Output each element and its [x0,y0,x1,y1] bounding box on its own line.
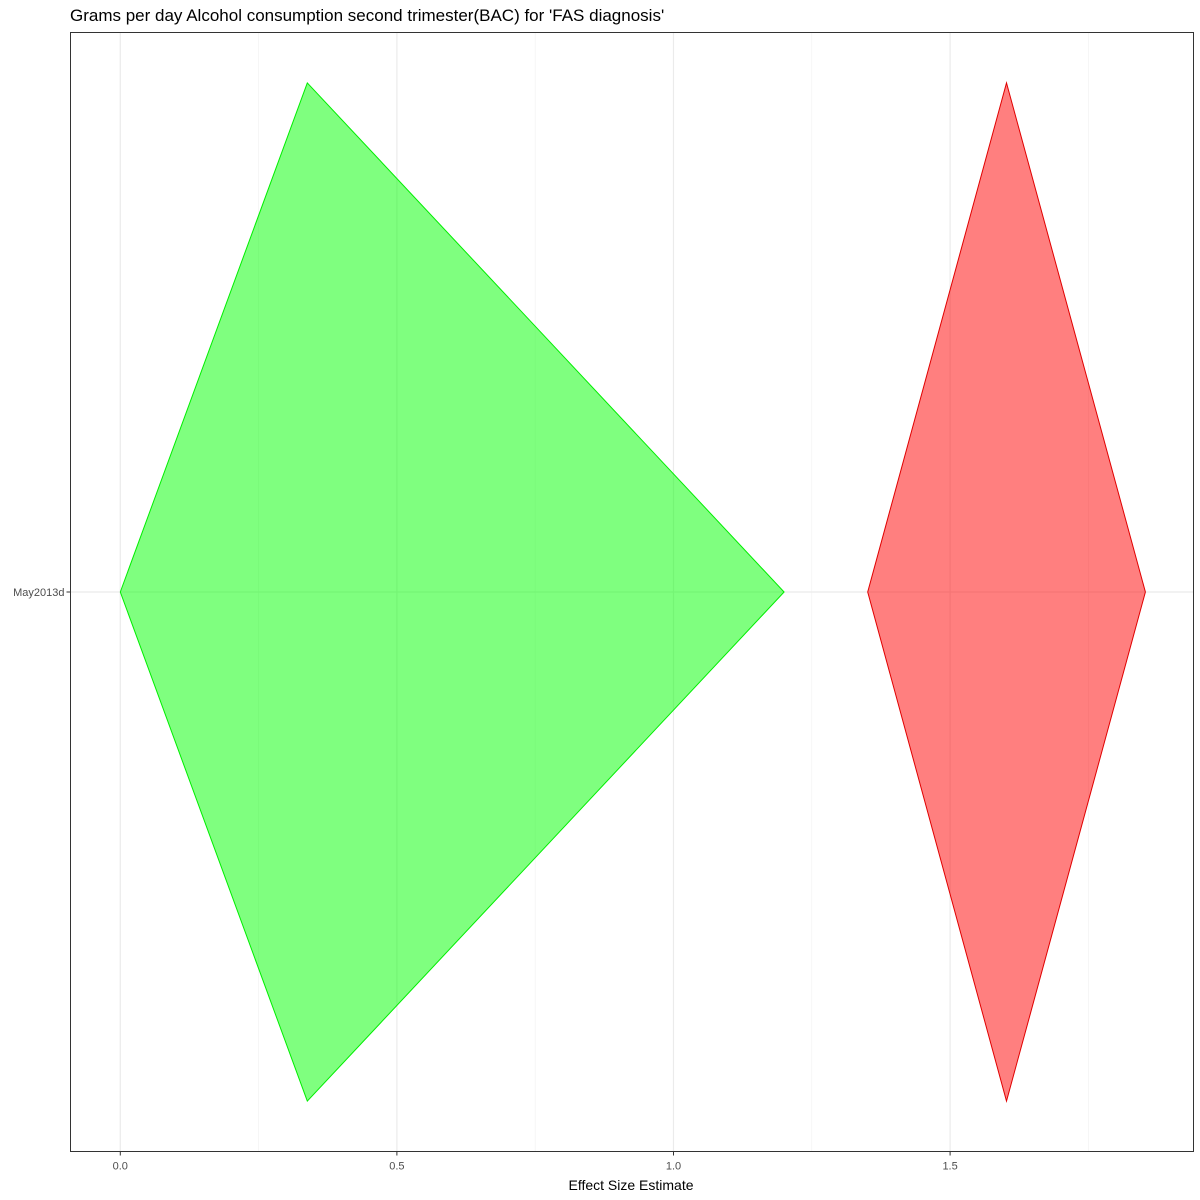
chart-title: Grams per day Alcohol consumption second… [70,6,664,25]
y-axis: May2013d [13,587,71,599]
x-tick-label: 0.0 [113,1161,128,1173]
diamond-1 [119,81,785,1103]
diamond-series [119,80,1146,1104]
x-tick-label: 0.5 [389,1161,404,1173]
x-axis-title: Effect Size Estimate [568,1177,693,1193]
x-axis: 0.0 0.5 1.0 1.5 [113,1151,958,1173]
y-tick-label: May2013d [13,587,64,599]
x-tick-label: 1.5 [942,1161,957,1173]
x-tick-label: 1.0 [666,1161,681,1173]
diamond-2 [867,80,1146,1104]
